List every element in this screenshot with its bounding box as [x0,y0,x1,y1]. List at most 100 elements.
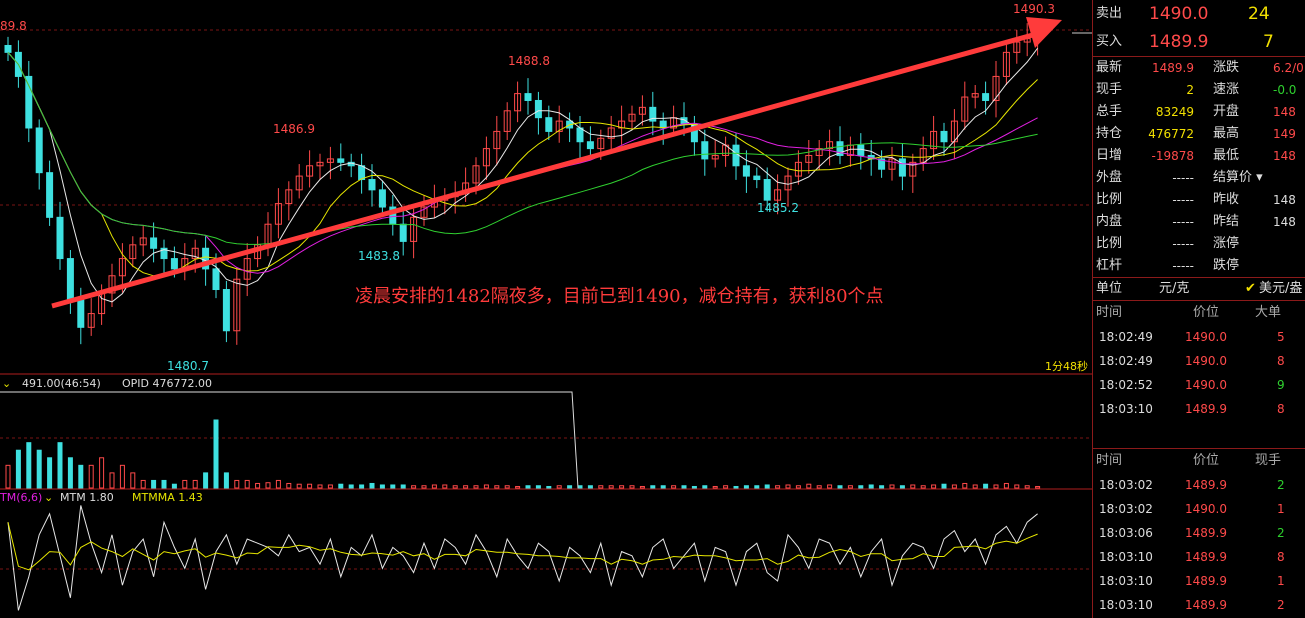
volume-bar-82 [858,485,864,489]
trade-time: 18:02:52 [1099,378,1153,392]
volume-bar-28 [296,483,302,489]
stat-label-right: 最低 [1213,148,1240,163]
trade-qty: 2 [1277,526,1285,540]
candle-body-78 [815,148,823,156]
candle-body-48 [503,110,511,132]
sell-label: 卖出 [1096,6,1123,21]
stat-row-3: 持仓 476772 最高 149 [1093,123,1305,145]
ma-line-5 [7,47,1038,303]
candle-body-2 [25,75,33,129]
stat-row-7: 内盘 ----- 昨结 148 [1093,211,1305,233]
volume-bar-34 [359,484,365,489]
candle-body-93 [971,93,979,98]
volume-bar-5 [57,442,63,489]
candle-body-89 [930,130,938,150]
volume-bar-43 [452,485,458,489]
stat-row-9: 杠杆 ----- 跌停 [1093,255,1305,277]
candle-body-21 [222,289,230,332]
volume-bar-1 [15,449,21,489]
ma-line-40 [7,52,1038,245]
stat-value-right: 148 [1273,149,1296,163]
volume-bar-64 [671,485,677,489]
trade-time: 18:03:10 [1099,402,1153,416]
candle-body-4 [46,172,54,218]
candle-body-5 [56,216,64,260]
candle-body-94 [982,93,990,101]
volume-bar-9 [99,457,105,489]
volume-bar-35 [369,482,375,489]
candle-body-70 [732,144,740,167]
volume-bar-88 [920,485,926,489]
volume-bar-58 [608,485,614,489]
stat-value-left: 2 [1186,83,1194,97]
stat-row-8: 比例 ----- 涨停 [1093,233,1305,255]
candle-body-75 [784,175,792,191]
volume-bar-68 [712,485,718,489]
candle-body-76 [794,161,802,177]
volume-bar-89 [931,484,937,489]
stat-value-right: 148 [1273,215,1296,229]
comment-text: 凌晨安排的1482隔夜多，目前已到1490，减仓持有，获利80个点 [355,286,884,307]
list-header: 时间 价位 现手 [1093,450,1305,472]
volume-bar-65 [681,485,687,489]
volume-bar-12 [130,472,136,489]
candle-body-86 [898,158,906,177]
volume-bar-7 [78,464,84,489]
candle-body-51 [534,99,542,119]
volume-bar-78 [816,485,822,489]
open-interest-line [0,391,579,489]
trade-qty: 2 [1277,598,1285,612]
stat-label-left: 杠杆 [1096,258,1123,273]
list-header-cell: 现手 [1255,453,1282,468]
trade-price: 1489.9 [1185,478,1227,492]
stat-label-left: 比例 [1096,236,1123,251]
volume-bar-40 [421,485,427,489]
volume-bar-69 [723,485,729,489]
chart-area: 1490.3 89.8 1486.9 1488.8 1483.8 1485.2 … [0,2,1092,611]
candle-body-61 [638,106,646,115]
check-icon[interactable]: ✔ [1245,281,1256,296]
volume-bar-70 [733,485,739,489]
volume-bar-39 [411,485,417,489]
stat-row-4: 日增 -19878 最低 148 [1093,145,1305,167]
volume-bar-10 [109,472,115,489]
volume-bar-13 [140,479,146,489]
stat-value-left: ----- [1172,259,1194,273]
stat-label-right: 最高 [1213,126,1240,141]
candle-body-31 [326,158,334,163]
stat-row-1: 现手 2 速涨 -0.0 [1093,79,1305,101]
stat-label-right[interactable]: 结算价 ▾ [1213,170,1263,185]
candle-body-72 [753,175,761,181]
stat-label-left: 现手 [1096,82,1123,97]
volume-bar-86 [899,485,905,489]
volume-bar-74 [775,485,781,489]
candle-body-8 [87,313,95,328]
candle-body-97 [1013,41,1021,53]
volume-bar-6 [67,457,73,489]
stat-value-left: ----- [1172,215,1194,229]
candle-body-52 [545,117,553,132]
trade-qty: 1 [1277,574,1285,588]
stat-label-left: 日增 [1096,148,1123,163]
candle-body-13 [139,237,147,246]
trade-qty: 2 [1277,478,1285,492]
volume-bar-92 [962,482,968,489]
volume-bar-15 [161,479,167,489]
opid-header: OPID 476772.00 [122,377,212,390]
label-1488-8: 1488.8 [508,54,550,68]
unit-value: 元/克 [1159,281,1190,296]
volume-bar-46 [483,484,489,489]
candle-body-26 [274,203,282,225]
volume-bar-76 [795,485,801,489]
currency-toggle[interactable]: 美元/盎 [1259,281,1303,296]
stat-label-left: 最新 [1096,60,1123,75]
volume-bar-52 [546,485,552,489]
candle-body-6 [66,258,74,301]
volume-bar-67 [702,485,708,489]
candle-body-82 [857,144,865,156]
buy-label: 买入 [1096,34,1123,49]
candle-body-77 [805,154,813,163]
candle-body-10 [108,275,116,294]
candle-body-56 [586,141,594,150]
volume-bar-93 [972,484,978,489]
